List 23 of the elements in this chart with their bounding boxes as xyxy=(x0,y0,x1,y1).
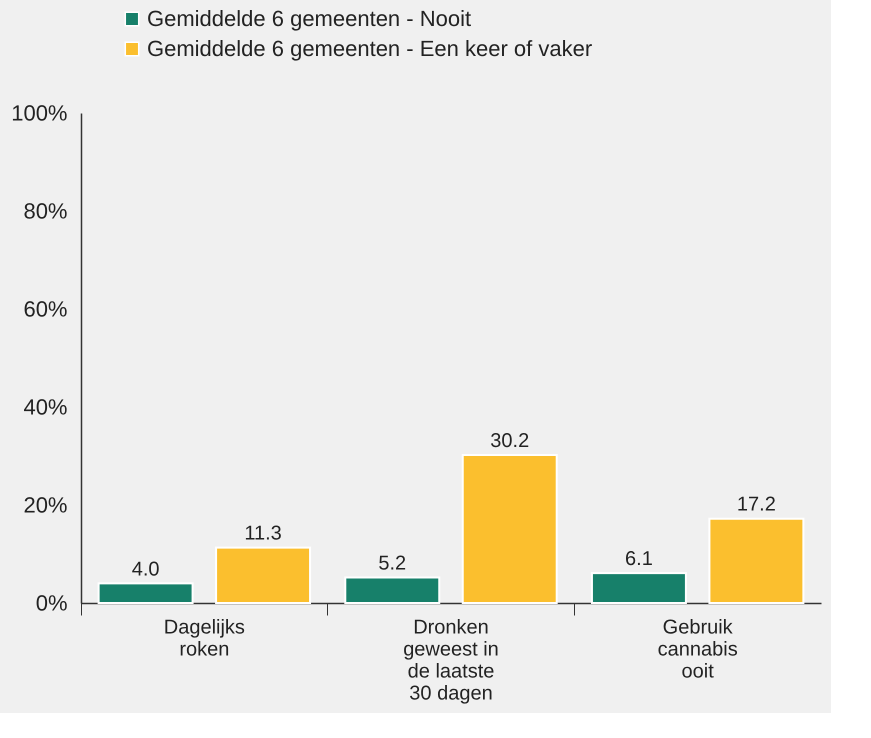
bar xyxy=(462,454,558,604)
legend-label: Gemiddelde 6 gemeenten - Nooit xyxy=(147,6,472,31)
y-tick-label: 0% xyxy=(36,590,68,616)
bar xyxy=(344,576,440,604)
data-label: 4.0 xyxy=(132,558,160,580)
y-tick-label: 60% xyxy=(23,296,68,322)
y-tick-label: 100% xyxy=(11,100,68,126)
x-tick-label: Gebruik cannabis ooit xyxy=(658,616,738,682)
x-tick-label: Dronken geweest in de laatste 30 dagen xyxy=(403,616,499,704)
bar xyxy=(98,582,194,604)
data-label: 30.2 xyxy=(490,430,530,452)
data-label: 5.2 xyxy=(378,552,406,575)
bar xyxy=(590,572,687,604)
data-label: 11.3 xyxy=(244,522,282,545)
y-tick-label: 40% xyxy=(23,394,68,420)
x-tick-label: Dagelijks roken xyxy=(164,616,245,660)
bar xyxy=(708,518,804,604)
y-tick-label: 80% xyxy=(23,198,68,224)
data-label: 6.1 xyxy=(625,548,653,570)
data-label: 17.2 xyxy=(736,494,776,516)
bar xyxy=(215,546,312,604)
legend-label: Gemiddelde 6 gemeenten - Een keer of vaker xyxy=(147,36,592,61)
y-tick-label: 20% xyxy=(23,492,68,518)
